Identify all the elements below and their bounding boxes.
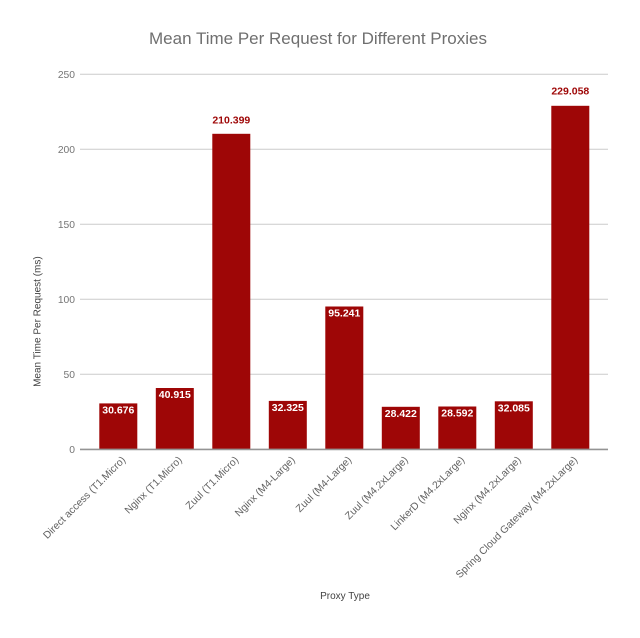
svg-text:32.325: 32.325 <box>272 402 304 414</box>
svg-text:95.241: 95.241 <box>328 308 360 320</box>
svg-text:28.592: 28.592 <box>441 408 473 420</box>
svg-text:0: 0 <box>69 445 75 456</box>
svg-text:Proxy Type: Proxy Type <box>320 591 370 602</box>
svg-text:28.422: 28.422 <box>385 408 417 420</box>
svg-text:40.915: 40.915 <box>159 389 191 401</box>
svg-text:210.399: 210.399 <box>212 115 250 127</box>
svg-text:50: 50 <box>64 370 76 381</box>
svg-text:200: 200 <box>58 145 75 156</box>
svg-text:100: 100 <box>58 295 75 306</box>
svg-text:Mean Time Per Request (ms): Mean Time Per Request (ms) <box>33 256 44 387</box>
svg-text:250: 250 <box>58 70 75 81</box>
svg-text:229.058: 229.058 <box>551 86 589 98</box>
svg-text:Mean Time Per Request for Diff: Mean Time Per Request for Different Prox… <box>149 29 487 48</box>
svg-text:150: 150 <box>58 220 75 231</box>
svg-text:30.676: 30.676 <box>102 404 134 416</box>
svg-text:32.085: 32.085 <box>498 402 530 414</box>
